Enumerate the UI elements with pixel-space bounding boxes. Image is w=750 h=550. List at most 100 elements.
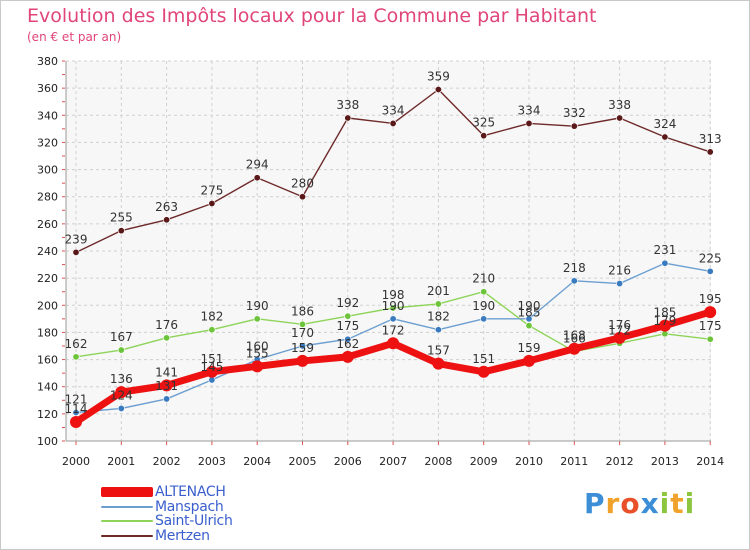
x-tick-label: 2009 <box>470 455 498 468</box>
data-label-altenach: 185 <box>653 306 676 320</box>
data-point-saint-ulrich <box>298 320 306 328</box>
data-point-mertzen <box>525 119 533 127</box>
data-label-saint-ulrich: 167 <box>110 330 133 344</box>
logo-letter: i <box>659 487 671 520</box>
data-label-altenach: 151 <box>200 352 223 366</box>
legend-item-altenach: ALTENACH <box>101 484 341 500</box>
data-label-manspach: 225 <box>699 251 722 265</box>
data-point-mertzen <box>480 132 488 140</box>
data-label-manspach: 124 <box>110 388 133 402</box>
y-tick-label: 300 <box>37 164 58 177</box>
y-tick-label: 260 <box>37 218 58 231</box>
y-tick-label: 200 <box>37 299 58 312</box>
data-point-altenach <box>205 365 218 378</box>
data-label-saint-ulrich: 179 <box>653 314 676 328</box>
x-tick-label: 2012 <box>606 455 634 468</box>
data-label-mertzen: 280 <box>291 177 314 191</box>
data-label-mertzen: 338 <box>336 98 359 112</box>
data-point-mertzen <box>616 114 624 122</box>
y-tick-label: 340 <box>37 109 58 122</box>
data-point-mertzen <box>661 133 669 141</box>
data-label-manspach: 131 <box>155 379 178 393</box>
data-label-altenach: 151 <box>472 352 495 366</box>
proxiti-logo: Proxiti <box>584 487 695 520</box>
chart-subtitle: (en € et par an) <box>27 30 122 44</box>
y-tick-label: 240 <box>37 245 58 258</box>
data-label-mertzen: 324 <box>653 117 676 131</box>
y-tick-label: 120 <box>37 408 58 421</box>
plot-area <box>66 61 711 441</box>
x-tick-label: 2008 <box>424 455 452 468</box>
data-point-saint-ulrich <box>117 346 125 354</box>
data-point-manspach <box>525 315 533 323</box>
data-point-manspach <box>661 259 669 267</box>
data-point-mertzen <box>570 122 578 130</box>
data-label-mertzen: 294 <box>246 158 269 172</box>
data-label-mertzen: 325 <box>472 116 495 130</box>
data-point-mertzen <box>298 193 306 201</box>
y-tick-label: 140 <box>37 381 58 394</box>
chart-legend: ALTENACH Manspach Saint-Ulrich Mertzen <box>101 484 341 544</box>
data-label-saint-ulrich: 185 <box>518 306 541 320</box>
data-point-manspach <box>616 280 624 288</box>
data-point-mertzen <box>208 200 216 208</box>
x-tick-label: 2010 <box>515 455 543 468</box>
data-point-saint-ulrich <box>480 288 488 296</box>
data-point-altenach <box>296 354 309 367</box>
data-label-manspach: 190 <box>472 299 495 313</box>
data-point-saint-ulrich <box>434 300 442 308</box>
data-point-saint-ulrich <box>163 334 171 342</box>
data-point-mertzen <box>117 227 125 235</box>
data-label-manspach: 231 <box>653 243 676 257</box>
data-label-manspach: 160 <box>246 340 269 354</box>
legend-label: Saint-Ulrich <box>155 513 233 529</box>
data-label-manspach: 175 <box>336 319 359 333</box>
data-point-saint-ulrich <box>344 312 352 320</box>
legend-swatch <box>101 505 153 508</box>
data-point-altenach <box>70 416 82 428</box>
data-label-altenach: 195 <box>699 292 722 306</box>
legend-label: Manspach <box>155 498 224 515</box>
data-label-altenach: 136 <box>110 372 133 386</box>
logo-letter: i <box>684 487 696 520</box>
data-label-mertzen: 359 <box>427 70 450 84</box>
data-point-mertzen <box>434 86 442 94</box>
data-point-altenach <box>568 342 581 355</box>
data-label-mertzen: 239 <box>65 232 88 246</box>
data-label-mertzen: 313 <box>699 132 722 146</box>
y-tick-label: 320 <box>37 136 58 149</box>
data-label-manspach: 216 <box>608 264 631 278</box>
data-point-saint-ulrich <box>208 326 216 334</box>
x-tick-label: 2005 <box>289 455 317 468</box>
data-point-manspach <box>163 395 171 403</box>
data-label-altenach: 157 <box>427 344 450 358</box>
y-tick-label: 160 <box>37 354 58 367</box>
data-label-altenach: 172 <box>382 323 405 337</box>
legend-swatch <box>101 520 153 522</box>
legend-swatch <box>101 534 153 537</box>
x-tick-label: 2002 <box>153 455 181 468</box>
y-tick-label: 380 <box>37 55 58 68</box>
data-point-manspach <box>72 408 80 416</box>
data-label-mertzen: 275 <box>200 184 223 198</box>
data-label-altenach: 155 <box>246 346 269 360</box>
x-tick-label: 2011 <box>560 455 588 468</box>
data-point-altenach <box>160 379 173 392</box>
x-tick-label: 2006 <box>334 455 362 468</box>
data-label-mertzen: 334 <box>518 103 541 117</box>
data-point-manspach <box>434 326 442 334</box>
y-tick-label: 280 <box>37 191 58 204</box>
data-label-saint-ulrich: 192 <box>336 296 359 310</box>
legend-item-manspach: Manspach <box>101 498 341 515</box>
data-point-altenach <box>341 350 354 363</box>
legend-label: ALTENACH <box>155 484 226 500</box>
data-label-altenach: 141 <box>155 365 178 379</box>
data-point-altenach <box>613 331 626 344</box>
data-label-saint-ulrich: 182 <box>200 310 223 324</box>
legend-label: Mertzen <box>155 527 210 544</box>
data-point-saint-ulrich <box>389 304 397 312</box>
data-point-manspach <box>480 315 488 323</box>
data-point-manspach <box>117 404 125 412</box>
y-tick-label: 360 <box>37 82 58 95</box>
